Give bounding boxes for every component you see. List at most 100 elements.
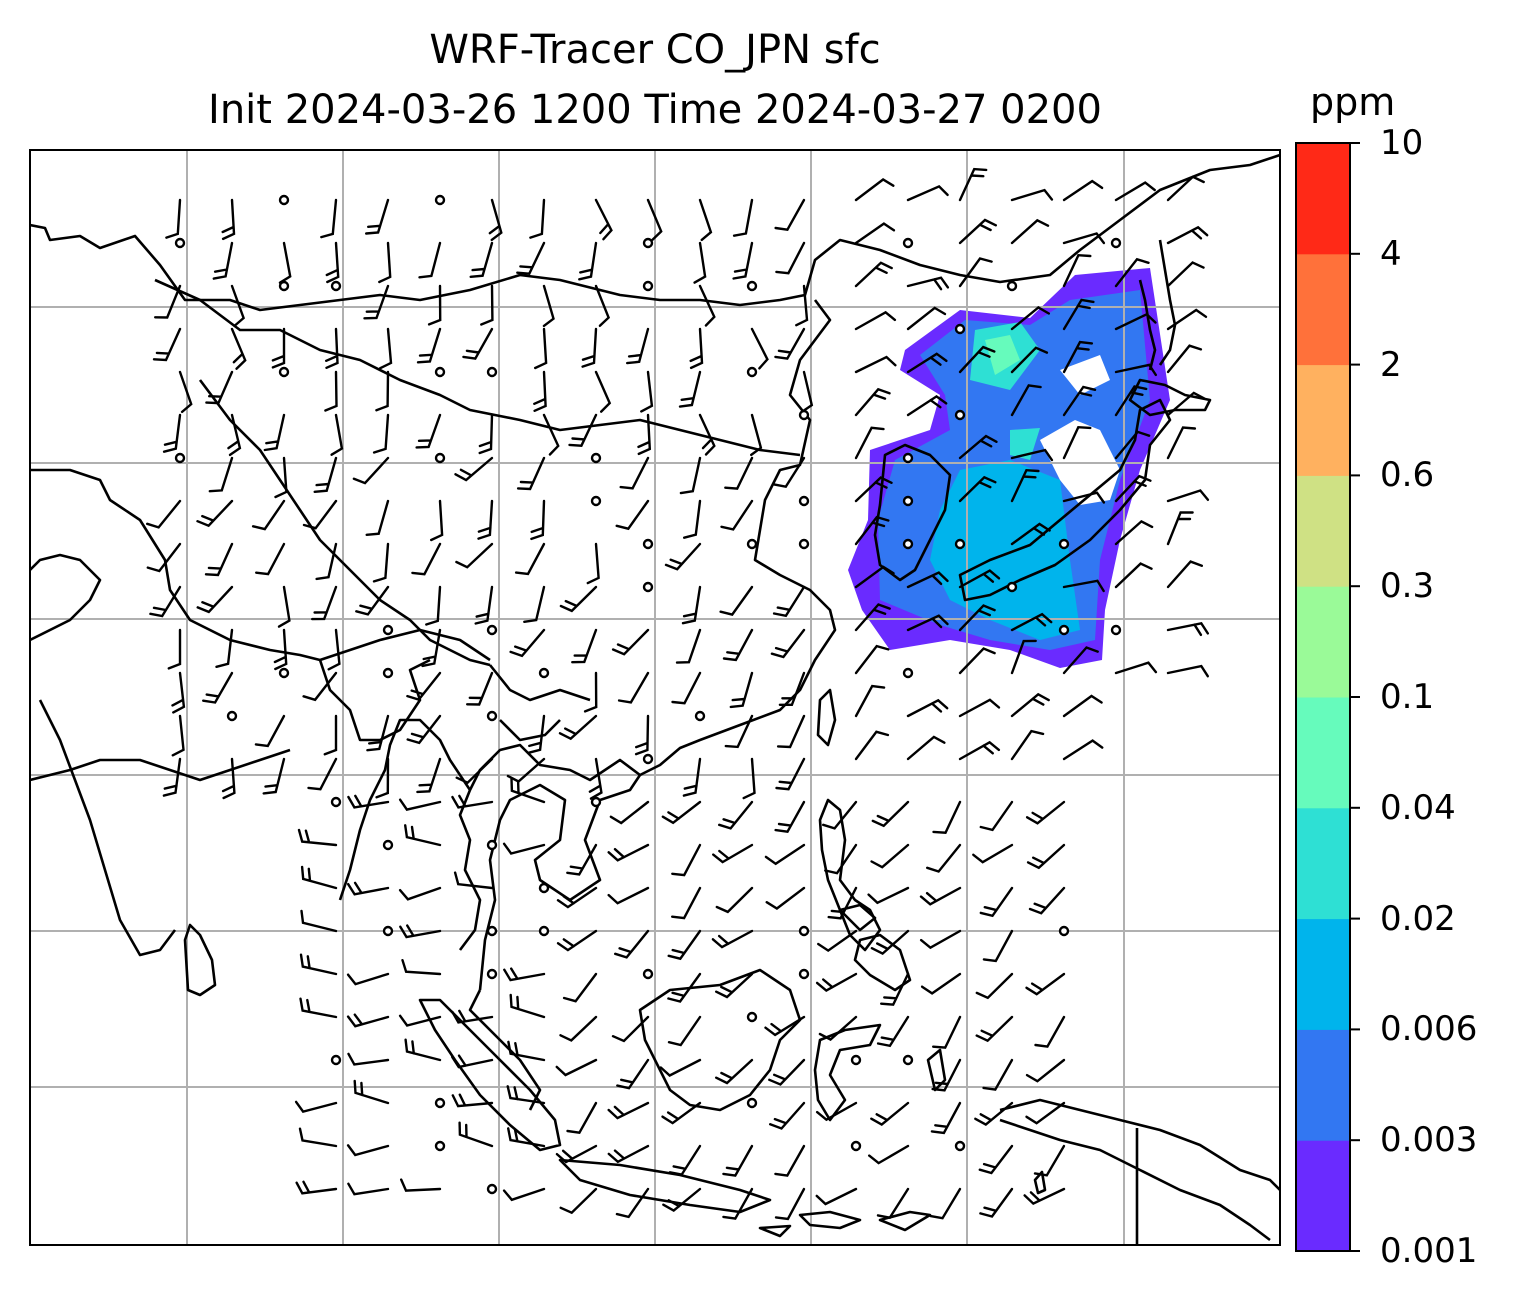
wind-barb	[474, 585, 494, 625]
wind-barb	[722, 1187, 754, 1220]
wind-barb	[416, 757, 442, 794]
wind-barb	[425, 585, 442, 626]
wind-barb	[271, 327, 286, 369]
wind-barb	[715, 972, 754, 999]
wind-barb	[167, 628, 182, 670]
wind-barb	[609, 800, 650, 825]
wind-barb	[1166, 489, 1210, 503]
wind-barb	[764, 843, 806, 866]
wind-barb	[1062, 232, 1106, 245]
map-title-line1: WRF-Tracer CO_JPN sfc	[429, 27, 881, 73]
wind-barb	[1166, 621, 1209, 636]
wind-barb	[667, 1015, 702, 1047]
wind-barb	[774, 198, 806, 232]
calm-wind-marker	[538, 925, 550, 937]
calm-wind-marker	[902, 495, 914, 507]
wind-barb	[594, 370, 612, 413]
wind-barb	[1010, 448, 1054, 462]
wind-barb	[353, 1079, 390, 1105]
wind-barb	[212, 241, 234, 280]
calm-wind-marker	[174, 452, 186, 464]
wind-barb	[523, 585, 546, 623]
wind-barb	[1166, 308, 1208, 331]
colorbar-tick-label: 4	[1380, 233, 1402, 274]
wind-barb	[1010, 346, 1049, 374]
wind-barb	[1062, 385, 1097, 417]
wind-barb	[566, 843, 598, 876]
wind-barb	[1034, 1015, 1066, 1048]
wind-barb	[529, 198, 546, 239]
wind-barb	[324, 370, 338, 412]
calm-wind-marker	[694, 710, 706, 722]
wind-barb	[982, 929, 1014, 963]
wind-barb	[1166, 391, 1206, 417]
calm-wind-marker	[642, 753, 654, 765]
wind-barb	[454, 456, 494, 482]
wind-barb	[453, 871, 494, 890]
wind-barb	[668, 1144, 702, 1176]
wind-barb	[1166, 175, 1205, 202]
wind-barb	[919, 929, 962, 950]
colorbar-segment	[1296, 475, 1350, 587]
wind-barb	[854, 222, 896, 245]
wind-barb	[307, 757, 338, 791]
calm-wind-marker	[486, 1183, 498, 1195]
wind-barb	[772, 456, 806, 489]
wind-barb	[1010, 188, 1054, 202]
wind-barb	[559, 1015, 598, 1042]
wind-barb	[588, 757, 603, 800]
wind-barb	[906, 352, 948, 374]
wind-barb	[722, 1144, 754, 1177]
wind-barb	[854, 355, 897, 374]
wind-barb	[149, 585, 182, 618]
wind-barb	[1114, 519, 1154, 546]
wind-barb	[346, 1144, 390, 1157]
colorbar-tick-label: 0.006	[1380, 1009, 1478, 1050]
calm-wind-marker	[486, 839, 498, 851]
calm-wind-marker	[278, 366, 290, 378]
wind-barb	[1028, 886, 1066, 915]
wind-barb	[870, 1101, 910, 1127]
wind-barb	[365, 198, 390, 235]
wind-barb	[1062, 179, 1104, 202]
calm-wind-marker	[642, 237, 654, 249]
wind-barb	[854, 644, 890, 675]
wind-barb	[171, 671, 186, 714]
graticule	[30, 150, 1280, 1245]
calm-wind-markers	[174, 194, 1122, 1195]
wind-barb	[854, 730, 890, 761]
wind-barb	[854, 565, 895, 589]
calm-wind-marker	[1058, 925, 1070, 937]
wind-barb	[662, 1187, 702, 1213]
wind-barb	[698, 198, 713, 242]
wind-barb	[822, 800, 858, 830]
colorbar-tick-label: 0.04	[1380, 787, 1456, 828]
wind-barb	[770, 628, 806, 659]
wind-barb	[375, 370, 390, 412]
wind-barb	[930, 1101, 962, 1135]
wind-barb	[774, 327, 806, 360]
wind-barb	[205, 370, 234, 405]
wind-barb	[516, 456, 546, 491]
calm-wind-marker	[538, 882, 550, 894]
wind-barb	[1114, 474, 1152, 503]
wind-barb	[870, 843, 910, 869]
wind-barb	[800, 370, 814, 414]
wind-barb	[568, 413, 598, 447]
colorbar-tick-label: 0.02	[1380, 898, 1456, 939]
wind-barb	[958, 167, 988, 202]
wind-barb	[503, 967, 546, 982]
wind-barb	[311, 585, 338, 621]
wind-barb	[854, 261, 893, 288]
wind-barb	[355, 585, 390, 616]
wind-barb	[607, 843, 650, 862]
wind-barb	[347, 794, 390, 809]
wind-barb	[854, 603, 891, 632]
wind-barb	[466, 671, 494, 706]
wind-barb	[411, 542, 442, 576]
calm-wind-marker	[330, 796, 342, 808]
wind-barb	[615, 1187, 650, 1219]
calm-wind-marker	[954, 538, 966, 550]
wind-barb	[1062, 425, 1092, 460]
wind-barb	[221, 757, 236, 800]
